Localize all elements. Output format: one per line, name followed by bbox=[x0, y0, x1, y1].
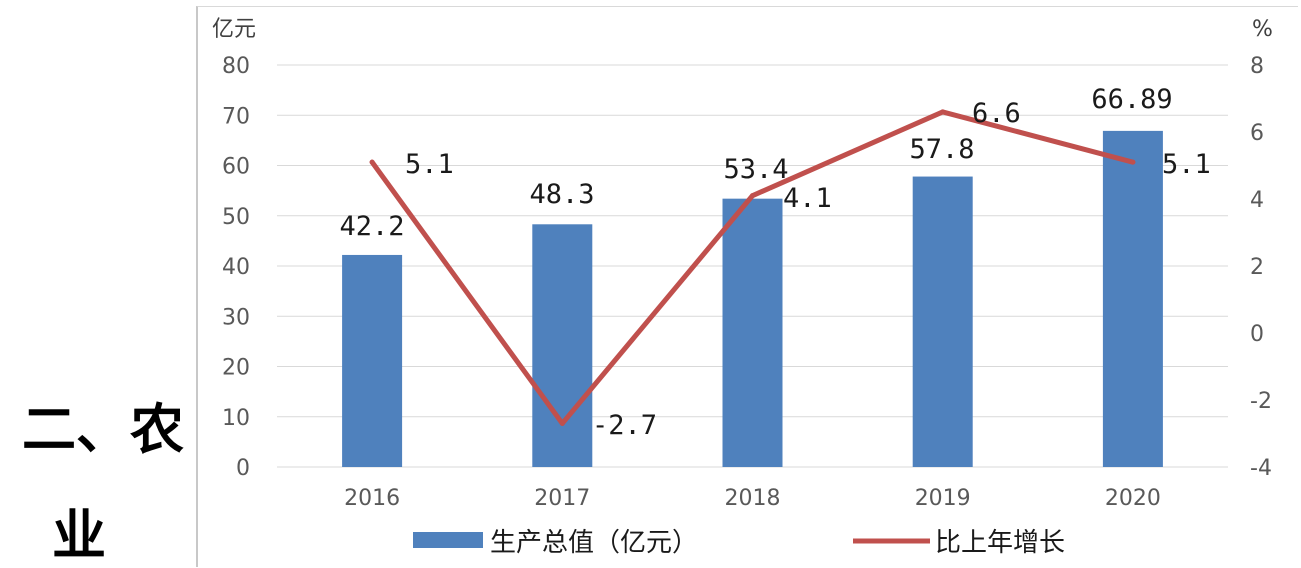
y-left-tick-label: 60 bbox=[222, 155, 250, 180]
bar bbox=[722, 198, 783, 468]
bar-data-label: 66.89 bbox=[1091, 84, 1172, 115]
y-left-tick-label: 30 bbox=[222, 305, 250, 330]
chart-frame bbox=[196, 6, 1298, 567]
y-right-tick-label: 4 bbox=[1250, 188, 1264, 213]
bar bbox=[1102, 130, 1163, 467]
y-left-tick-label: 80 bbox=[222, 54, 250, 79]
growth-point bbox=[940, 109, 946, 115]
legend-bar-label: 生产总值（亿元） bbox=[490, 528, 698, 558]
y-left-tick-label: 50 bbox=[222, 205, 250, 230]
growth-point bbox=[559, 420, 565, 426]
bar-data-label: 57.8 bbox=[909, 134, 974, 165]
bar-data-label: 53.4 bbox=[723, 154, 788, 185]
y-right-tick-label: 8 bbox=[1250, 54, 1264, 79]
y-left-tick-label: 0 bbox=[236, 456, 250, 481]
x-tick-label: 2018 bbox=[725, 486, 781, 511]
bar bbox=[532, 224, 593, 467]
x-tick-label: 2019 bbox=[915, 486, 971, 511]
line-data-label: 5.1 bbox=[1162, 149, 1211, 180]
x-tick-label: 2020 bbox=[1105, 486, 1161, 511]
legend-line-label: 比上年增长 bbox=[935, 528, 1065, 558]
y-right-tick-label: -2 bbox=[1250, 389, 1272, 414]
section-heading-line-2: 业 bbox=[52, 503, 106, 567]
bar bbox=[342, 254, 403, 467]
section-heading-line-1: 二、农 bbox=[22, 397, 184, 461]
line-data-label: -2.7 bbox=[592, 410, 657, 441]
line-data-label: 4.1 bbox=[783, 183, 832, 214]
y-right-tick-label: 2 bbox=[1250, 255, 1264, 280]
legend-bar-swatch bbox=[413, 532, 483, 548]
y-left-tick-label: 20 bbox=[222, 356, 250, 381]
bar bbox=[912, 176, 973, 467]
y-right-tick-label: -4 bbox=[1250, 456, 1272, 481]
x-tick-label: 2016 bbox=[344, 486, 400, 511]
y-left-tick-label: 40 bbox=[222, 255, 250, 280]
y-right-tick-label: 6 bbox=[1250, 121, 1264, 146]
y-right-unit: % bbox=[1252, 17, 1273, 42]
y-right-tick-label: 0 bbox=[1250, 322, 1264, 347]
growth-point bbox=[369, 159, 375, 165]
bar-data-label: 48.3 bbox=[529, 179, 594, 210]
bar-data-label: 42.2 bbox=[339, 211, 404, 242]
x-tick-label: 2017 bbox=[534, 486, 590, 511]
growth-point bbox=[1130, 159, 1136, 165]
y-left-tick-label: 10 bbox=[222, 406, 250, 431]
line-data-label: 5.1 bbox=[405, 149, 454, 180]
line-data-label: 6.6 bbox=[972, 98, 1021, 129]
growth-point bbox=[750, 193, 755, 199]
y-left-tick-label: 70 bbox=[222, 104, 250, 129]
y-left-unit: 亿元 bbox=[212, 17, 256, 42]
